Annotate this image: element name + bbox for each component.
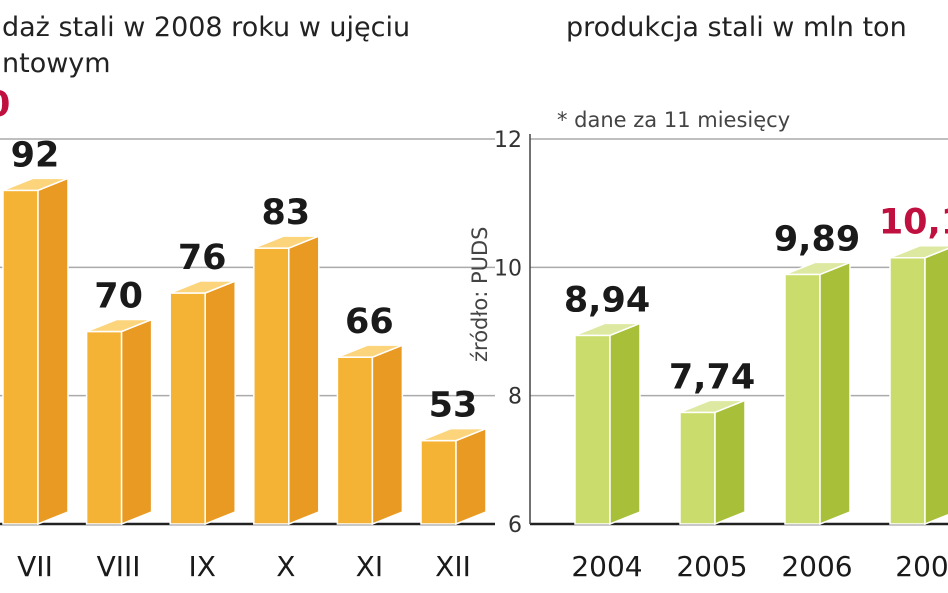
y-tick-label: 8 [508, 385, 522, 410]
x-tick-label: X [276, 550, 295, 583]
x-tick-label: XI [356, 550, 383, 583]
left-title-line-1: daż stali w 2008 roku w ujęciu [2, 12, 410, 43]
bar-top [169, 280, 236, 294]
bar-side [924, 247, 948, 526]
x-tick-label: IX [188, 550, 215, 583]
bar-front [2, 189, 39, 525]
x-tick-label: 2005 [676, 550, 747, 583]
x-tick-label: 2006 [781, 550, 852, 583]
bar-side [37, 177, 69, 526]
data-label: 83 [261, 193, 310, 233]
source-label: źródło: PUDS [468, 227, 492, 362]
x-tick-label: XII [435, 550, 471, 583]
x-tick-label: VII [17, 550, 53, 583]
data-label: 10,1 [879, 203, 948, 243]
bar-front [85, 330, 123, 525]
x-tick-label: 2004 [571, 550, 642, 583]
bar-front [784, 273, 821, 525]
data-label: 66 [345, 302, 394, 342]
y-tick-label: 6 [508, 513, 522, 538]
bar-front [253, 247, 290, 525]
left-partial-label: 0 [0, 85, 10, 125]
x-tick-label: 200 [895, 550, 948, 583]
data-label: 70 [94, 277, 143, 317]
left-chart: 92 VII 70 VIII 76 IX 83 X 66 XI 53 XII [0, 135, 495, 583]
x-tick-label: VIII [97, 550, 141, 583]
bar-side [455, 427, 487, 526]
bar-front [679, 411, 716, 525]
bar-front [574, 334, 611, 525]
y-tick-label: 10 [494, 256, 522, 281]
data-label: 53 [429, 386, 478, 426]
bar-top [253, 235, 320, 249]
bar-side [371, 344, 404, 526]
bar-front [169, 292, 206, 525]
bar-top [679, 399, 746, 414]
right-note: * dane za 11 miesięcy [557, 108, 790, 132]
bar-top [2, 177, 69, 192]
data-label: 8,94 [564, 280, 650, 320]
bar-side [120, 318, 153, 526]
bar-top [574, 322, 641, 337]
bar-side [609, 322, 641, 526]
data-label: 7,74 [669, 357, 755, 397]
bar-top [889, 244, 948, 259]
bar-top [86, 318, 152, 333]
bar-side [288, 234, 320, 526]
right-title: produkcja stali w mln ton [566, 12, 907, 43]
bar-top [420, 427, 487, 442]
bar-side [819, 261, 851, 526]
bar-front [889, 256, 926, 525]
bar-front [420, 439, 457, 525]
data-label: 92 [11, 135, 60, 175]
bar-front [336, 356, 374, 525]
bar-top [337, 344, 403, 358]
bar-side [204, 279, 236, 526]
data-label: 9,89 [774, 219, 860, 259]
left-title-line-2: ntowym [2, 48, 111, 79]
right-chart: 6 8 10 12 8,94 2004 7,74 2005 9,89 2006 10,1 200 [494, 128, 948, 583]
bar-side [714, 399, 746, 526]
y-tick-label: 12 [494, 128, 522, 153]
bar-top [784, 261, 851, 276]
data-label: 76 [178, 238, 227, 278]
